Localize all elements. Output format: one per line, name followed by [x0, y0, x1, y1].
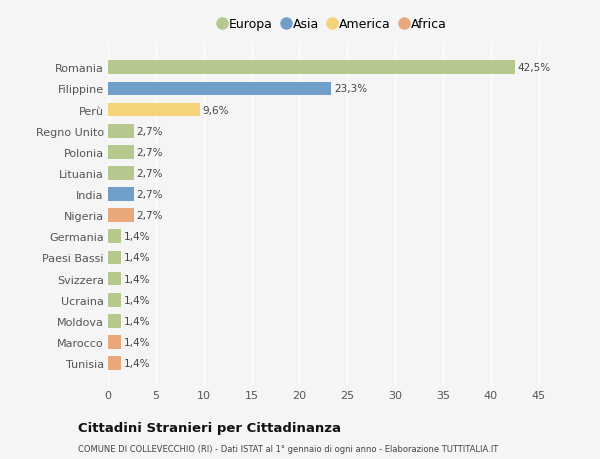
- Bar: [108, 62, 515, 75]
- Text: 2,7%: 2,7%: [137, 126, 163, 136]
- Text: 1,4%: 1,4%: [124, 295, 151, 305]
- Bar: [108, 209, 134, 223]
- Bar: [108, 146, 134, 159]
- Bar: [108, 188, 134, 202]
- Text: COMUNE DI COLLEVECCHIO (RI) - Dati ISTAT al 1° gennaio di ogni anno - Elaborazio: COMUNE DI COLLEVECCHIO (RI) - Dati ISTAT…: [78, 444, 498, 453]
- Bar: [108, 336, 121, 349]
- Bar: [108, 251, 121, 265]
- Text: Cittadini Stranieri per Cittadinanza: Cittadini Stranieri per Cittadinanza: [78, 421, 341, 434]
- Bar: [108, 272, 121, 286]
- Text: 42,5%: 42,5%: [518, 63, 551, 73]
- Bar: [108, 357, 121, 370]
- Text: 1,4%: 1,4%: [124, 253, 151, 263]
- Bar: [108, 293, 121, 307]
- Text: 2,7%: 2,7%: [137, 190, 163, 200]
- Text: 1,4%: 1,4%: [124, 316, 151, 326]
- Bar: [108, 230, 121, 244]
- Text: 1,4%: 1,4%: [124, 358, 151, 368]
- Text: 1,4%: 1,4%: [124, 337, 151, 347]
- Legend: Europa, Asia, America, Africa: Europa, Asia, America, Africa: [219, 18, 447, 31]
- Text: 2,7%: 2,7%: [137, 168, 163, 179]
- Bar: [108, 83, 331, 96]
- Text: 9,6%: 9,6%: [203, 106, 229, 115]
- Bar: [108, 167, 134, 180]
- Bar: [108, 103, 200, 117]
- Text: 1,4%: 1,4%: [124, 232, 151, 242]
- Bar: [108, 314, 121, 328]
- Text: 23,3%: 23,3%: [334, 84, 367, 94]
- Text: 1,4%: 1,4%: [124, 274, 151, 284]
- Text: 2,7%: 2,7%: [137, 147, 163, 157]
- Bar: [108, 124, 134, 138]
- Text: 2,7%: 2,7%: [137, 211, 163, 221]
